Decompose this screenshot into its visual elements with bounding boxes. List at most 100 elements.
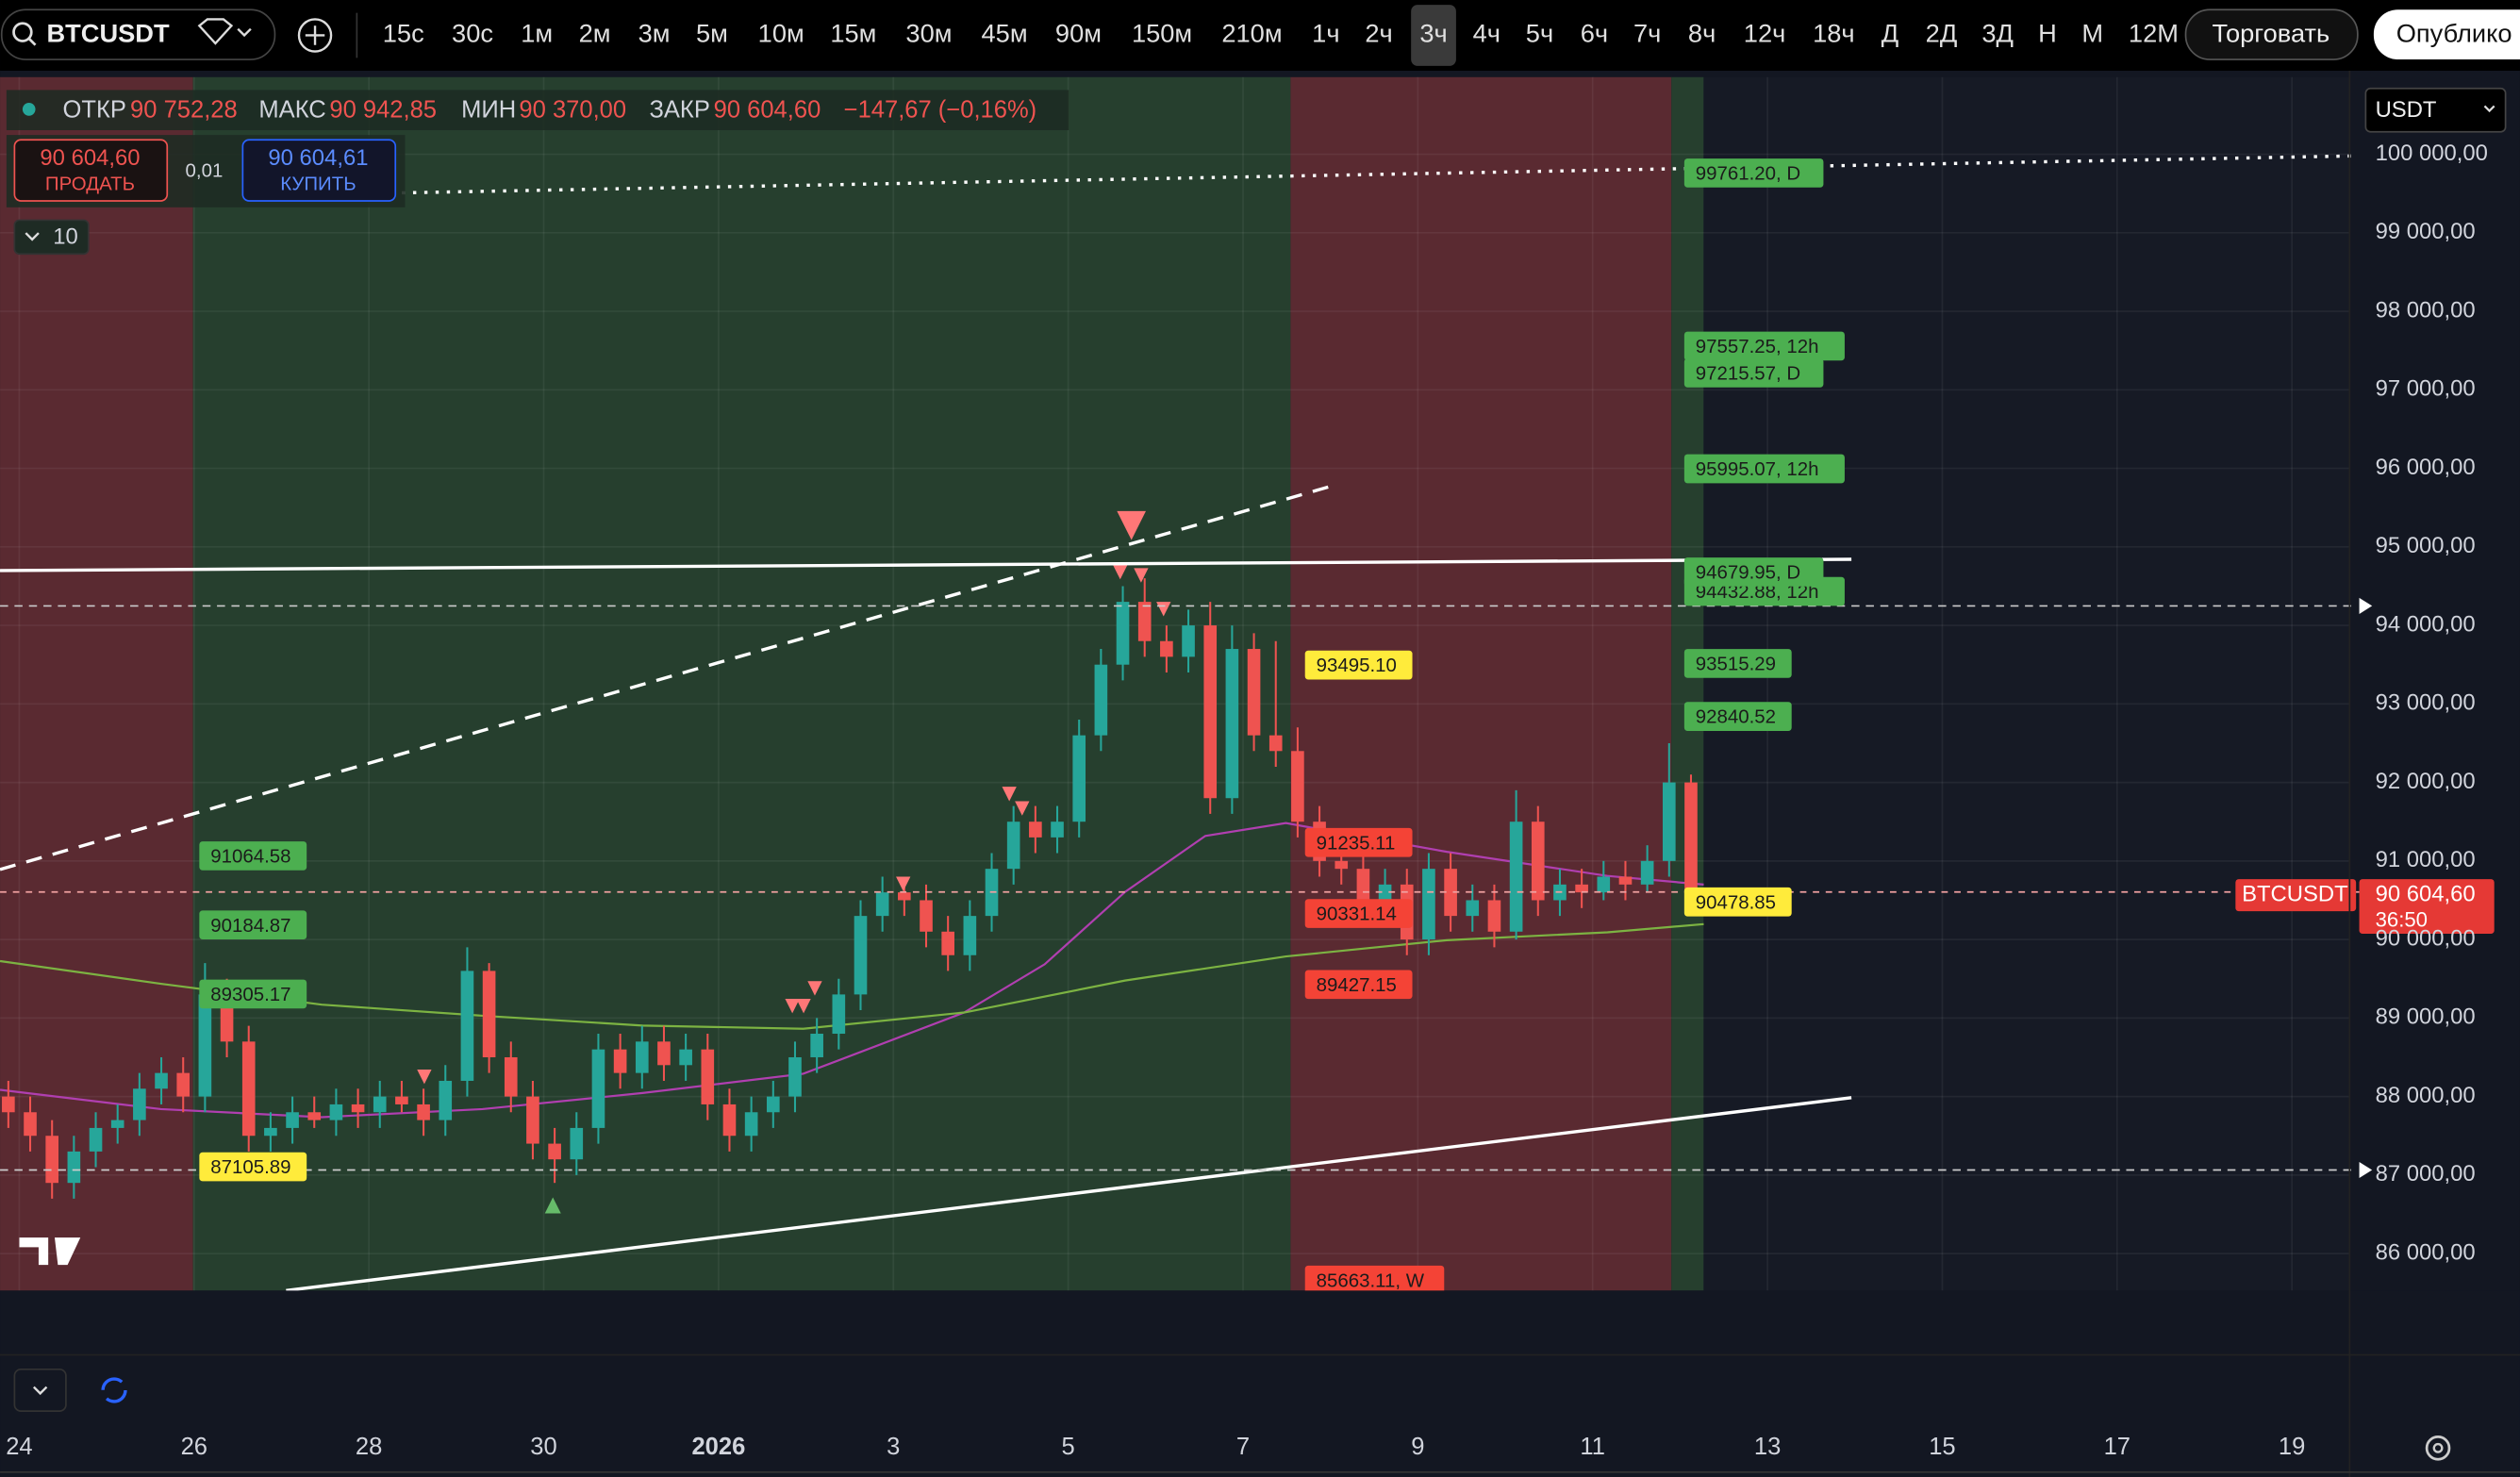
interval[interactable]: Н bbox=[2038, 19, 2057, 48]
interval[interactable]: 45м bbox=[982, 19, 1028, 48]
price-flag-label: 85663.11, W bbox=[1317, 1270, 1425, 1291]
interval[interactable]: 10м bbox=[758, 19, 804, 48]
legend-value: 90 942,85 bbox=[329, 96, 437, 123]
settings-icon bbox=[2432, 1442, 2444, 1453]
candle-body bbox=[1160, 640, 1173, 657]
indicators-toggle[interactable] bbox=[13, 219, 90, 256]
interval[interactable]: 3Д bbox=[1981, 19, 2014, 48]
interval[interactable]: 7ч bbox=[1633, 19, 1661, 48]
buy-price[interactable]: 90 604,61 bbox=[268, 145, 368, 171]
candle-body bbox=[570, 1127, 584, 1160]
candle-body bbox=[264, 1127, 277, 1137]
interval[interactable]: 12ч bbox=[1744, 19, 1786, 48]
trendline bbox=[0, 483, 1335, 871]
interval[interactable]: 8ч bbox=[1688, 19, 1716, 48]
price-flag-label: 99761.20, D bbox=[1696, 163, 1800, 185]
y-tick-label: 97 000,00 bbox=[2376, 376, 2476, 402]
bottom-area bbox=[0, 1290, 2520, 1477]
candle-body bbox=[766, 1096, 780, 1113]
buy-button[interactable] bbox=[241, 139, 397, 202]
currency[interactable]: USDT bbox=[2376, 97, 2437, 123]
candle-body bbox=[657, 1041, 671, 1066]
interval[interactable]: М bbox=[2081, 19, 2103, 48]
price-flag-label: 92840.52 bbox=[1696, 706, 1776, 728]
interval[interactable]: 30с bbox=[452, 19, 493, 48]
sell-button[interactable] bbox=[13, 139, 169, 202]
price-flag bbox=[1683, 557, 1824, 587]
candle-body bbox=[1116, 602, 1130, 665]
price-flag bbox=[1683, 649, 1792, 678]
candle-body bbox=[875, 892, 889, 917]
legend-label: МАКС bbox=[258, 96, 325, 123]
candle-body bbox=[2, 1096, 15, 1113]
interval[interactable]: 15м bbox=[830, 19, 876, 48]
interval[interactable]: 90м bbox=[1055, 19, 1102, 48]
interval[interactable]: 3ч bbox=[1419, 19, 1447, 48]
search-icon bbox=[27, 37, 37, 46]
panel-toggle[interactable] bbox=[13, 1368, 67, 1412]
legend-box bbox=[6, 90, 1069, 131]
add-button[interactable] bbox=[297, 18, 333, 53]
y-tick-label: 93 000,00 bbox=[2376, 690, 2476, 716]
refresh-icon[interactable] bbox=[101, 1377, 127, 1403]
price-flag bbox=[1304, 970, 1413, 1000]
chevron bbox=[237, 27, 252, 38]
sell-price[interactable]: 90 604,60 bbox=[40, 145, 140, 171]
interval[interactable]: 2ч bbox=[1365, 19, 1392, 48]
currency-select[interactable] bbox=[2364, 87, 2507, 133]
candle-body bbox=[1378, 884, 1392, 901]
buy-label[interactable]: КУПИТЬ bbox=[280, 173, 356, 194]
x-tick-label: 26 bbox=[181, 1434, 207, 1460]
interval-active[interactable] bbox=[1411, 5, 1456, 66]
price-tag-price: 90 604,60 bbox=[2376, 881, 2476, 906]
interval[interactable]: 1м bbox=[521, 19, 553, 48]
interval[interactable]: 210м bbox=[1221, 19, 1282, 48]
interval[interactable]: 5м bbox=[696, 19, 728, 48]
symbol-search[interactable] bbox=[0, 8, 276, 60]
add-icon bbox=[305, 25, 325, 45]
sell-label[interactable]: ПРОДАТЬ bbox=[45, 173, 135, 194]
y-tick-label: 88 000,00 bbox=[2376, 1083, 2476, 1108]
interval[interactable]: 12М bbox=[2129, 19, 2179, 48]
candle-body bbox=[963, 916, 977, 955]
candle-body bbox=[1509, 821, 1523, 932]
interval[interactable]: 6ч bbox=[1581, 19, 1608, 48]
trendline bbox=[286, 1096, 1852, 1293]
diamond-icon[interactable] bbox=[197, 18, 234, 45]
interval[interactable]: 2м bbox=[579, 19, 611, 48]
x-tick-label: 3 bbox=[887, 1434, 900, 1460]
x-tick-label: 5 bbox=[1062, 1434, 1075, 1460]
candle-body bbox=[1029, 821, 1042, 838]
trade-button-label[interactable]: Торговать bbox=[2212, 19, 2329, 48]
price-flag-label: 90478.85 bbox=[1696, 891, 1776, 913]
interval[interactable]: 150м bbox=[1132, 19, 1192, 48]
candle-body bbox=[1356, 869, 1370, 901]
interval[interactable]: Д bbox=[1882, 19, 1898, 48]
interval[interactable]: 30м bbox=[905, 19, 952, 48]
interval[interactable]: 1ч bbox=[1312, 19, 1339, 48]
interval[interactable]: 18ч bbox=[1813, 19, 1855, 48]
y-axis: 86 000,00 87 000,00 88 000,00 89 000,00 90 0… bbox=[2376, 141, 2488, 1266]
interval[interactable]: 5ч bbox=[1526, 19, 1553, 48]
candle-body bbox=[176, 1072, 191, 1097]
trade-button[interactable] bbox=[2184, 8, 2359, 60]
signal-marker bbox=[1117, 510, 1147, 540]
publish-button[interactable] bbox=[2373, 9, 2520, 60]
interval[interactable]: 3м bbox=[638, 19, 671, 48]
interval[interactable]: 15с bbox=[383, 19, 424, 48]
grid bbox=[0, 76, 2350, 1291]
x-tick-label: 11 bbox=[1580, 1434, 1605, 1460]
symbol: BTCUSDT bbox=[46, 19, 170, 48]
x-tick-label: 9 bbox=[1411, 1434, 1424, 1460]
status-dot bbox=[22, 103, 36, 116]
signal-marker bbox=[1134, 568, 1149, 583]
indicator-count: 10 bbox=[53, 224, 78, 249]
interval[interactable]: 2Д bbox=[1926, 19, 1958, 48]
candle-body bbox=[701, 1049, 715, 1104]
settings-icon[interactable] bbox=[2425, 1436, 2451, 1461]
publish-button-label[interactable]: Опублико bbox=[2396, 19, 2512, 48]
candle-body bbox=[1487, 900, 1501, 932]
x-tick-label: 17 bbox=[2104, 1434, 2130, 1460]
interval[interactable]: 4ч bbox=[1473, 19, 1500, 48]
